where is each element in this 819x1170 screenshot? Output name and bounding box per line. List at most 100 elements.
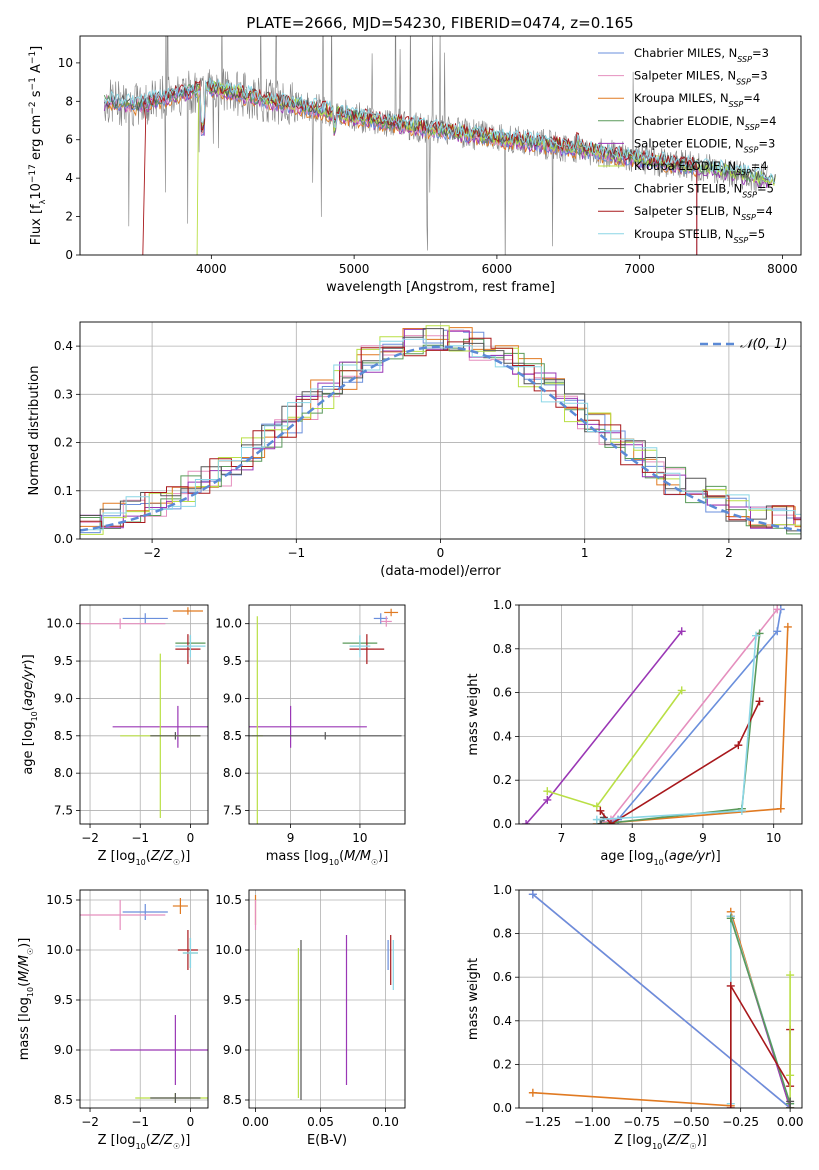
label-part: ☉ bbox=[26, 948, 35, 955]
label-part: SSP bbox=[736, 168, 751, 177]
y-tick-label: 9.5 bbox=[54, 654, 73, 668]
y-tick-label: 8.0 bbox=[223, 766, 242, 780]
observed-spectrum bbox=[104, 36, 769, 255]
x-tick-label: −1 bbox=[131, 1115, 149, 1129]
y-tick-label: 7.5 bbox=[223, 804, 242, 818]
label-part: 10 bbox=[30, 711, 39, 721]
label-part: )] bbox=[21, 654, 36, 664]
residuals-panel: −2 −1 0 1 2 0.0 0.1 0.2 0.3 0.4 𝒩(0, 1) (data-model… bbox=[27, 321, 802, 579]
y-tick-label: 7.5 bbox=[54, 804, 73, 818]
label-part: =3 bbox=[758, 136, 775, 150]
y-tick-label: 10.0 bbox=[46, 617, 73, 631]
weight-marker bbox=[773, 605, 782, 614]
errorbar-salpeter-stelib bbox=[175, 634, 201, 665]
label-part: Kroupa MILES, N bbox=[634, 91, 729, 105]
label-part: 10 bbox=[29, 183, 44, 200]
weight-line bbox=[596, 626, 789, 824]
y-tick-label: 10 bbox=[58, 56, 73, 70]
label-part: wavelength [Angstrom, rest frame] bbox=[326, 280, 555, 295]
y-tick-label: 10.0 bbox=[215, 617, 242, 631]
x-tick-label: −1 bbox=[131, 831, 149, 845]
y-axis-label: mass weight bbox=[466, 673, 481, 755]
label-part: age/yr bbox=[669, 849, 712, 864]
label-part: Chabrier STELIB, N bbox=[634, 182, 742, 196]
y-tick-label: 0.4 bbox=[54, 339, 73, 353]
weight-marker bbox=[592, 815, 601, 824]
weight-marker bbox=[596, 820, 605, 824]
label-part: =4 bbox=[756, 204, 773, 218]
weight-series-chabrier-stelib bbox=[786, 1097, 795, 1108]
age_vs_mass-marks bbox=[249, 608, 402, 824]
label-part: SSP bbox=[729, 100, 744, 109]
residual-histogram-chabrier-stelib bbox=[80, 328, 801, 532]
x-tick-label: −1.25 bbox=[524, 1115, 561, 1129]
label-part: 10 bbox=[654, 858, 664, 867]
label-part: SSP bbox=[742, 190, 757, 199]
y-tick-label: 0.1 bbox=[54, 484, 73, 498]
errorbar-kroupa-stelib bbox=[182, 938, 198, 968]
errorbar-chabrier-stelib bbox=[150, 732, 201, 740]
label-part: Normed distribution bbox=[27, 366, 42, 496]
legend-entry: Salpeter MILES, NSSP=3 bbox=[634, 69, 768, 87]
y-tick-label: 0.6 bbox=[493, 970, 512, 984]
label-part: ( bbox=[146, 849, 151, 864]
label-part: =4 bbox=[751, 159, 768, 173]
errorbar-kroupa-stelib bbox=[349, 634, 371, 658]
label-part: ( bbox=[662, 1133, 667, 1148]
x-tick-label: −0.75 bbox=[623, 1115, 660, 1129]
label-part: mass [log bbox=[266, 849, 329, 864]
x-tick-label: −1 bbox=[287, 546, 305, 560]
errorbar-salpeter-elodie bbox=[110, 1015, 208, 1085]
label-part: ☉ bbox=[371, 858, 378, 867]
weight-line bbox=[547, 689, 683, 808]
weight-marker bbox=[786, 1071, 795, 1080]
label-part: M/M bbox=[344, 849, 371, 864]
spectrum-panel: 4000 5000 6000 7000 8000 0 2 4 6 8 10 Chabrier MILE… bbox=[28, 35, 802, 295]
label-part: M/M bbox=[17, 955, 32, 982]
label-part: =5 bbox=[757, 182, 774, 196]
weight-series-salpeter-miles bbox=[596, 605, 782, 824]
age_vs_Z-panel: −2 −1 07.58.08.59.09.510.0Z [log10(Z/Z☉)]a… bbox=[21, 604, 209, 867]
model-spectrum-salpeter-stelib bbox=[142, 79, 698, 255]
label-part: Kroupa ELODIE, N bbox=[634, 159, 736, 173]
residuals-marks bbox=[80, 325, 801, 535]
weight-series-salpeter-stelib bbox=[726, 981, 795, 1108]
residual-histogram-chabrier-miles bbox=[80, 328, 801, 534]
weight-series-kroupa-elodie bbox=[786, 971, 795, 1108]
x-tick-label: 0.00 bbox=[777, 1115, 804, 1129]
label-part: age [log bbox=[21, 721, 36, 774]
legend-entry: Chabrier ELODIE, NSSP=4 bbox=[634, 114, 776, 132]
weight-series-kroupa-stelib bbox=[592, 631, 761, 824]
weight-marker bbox=[773, 627, 782, 636]
weight-series-kroupa-miles bbox=[528, 907, 795, 1108]
y-tick-label: 10.0 bbox=[215, 943, 242, 957]
label-part: Chabrier MILES, N bbox=[634, 46, 737, 60]
label-part: 10 bbox=[26, 987, 35, 997]
label-part: A bbox=[29, 64, 44, 77]
label-part: ] bbox=[29, 46, 44, 51]
x-tick-label: 7 bbox=[558, 831, 566, 845]
errorbar-salpeter-stelib bbox=[349, 634, 385, 665]
errorbar-salpeter-elodie bbox=[112, 705, 208, 748]
x-axis-label: E(B-V) bbox=[307, 1133, 347, 1148]
residual-histogram-chabrier-elodie bbox=[80, 338, 801, 535]
x-tick-label: −2 bbox=[143, 546, 161, 560]
label-part: ( bbox=[21, 706, 36, 711]
x-tick-label: −0.50 bbox=[673, 1115, 710, 1129]
y-tick-label: 4 bbox=[65, 171, 73, 185]
y-tick-label: 8.0 bbox=[54, 766, 73, 780]
y-tick-label: 6 bbox=[65, 133, 73, 147]
x-axis-label: Z [log10(Z/Z☉)] bbox=[98, 1133, 191, 1151]
y-tick-label: 0.6 bbox=[493, 686, 512, 700]
weight-marker bbox=[543, 795, 552, 804]
label-part: Salpeter MILES, N bbox=[634, 69, 736, 83]
x-tick-label: 0.10 bbox=[372, 1115, 399, 1129]
label-part: =3 bbox=[752, 46, 769, 60]
y-tick-label: 9.5 bbox=[54, 993, 73, 1007]
label-part: 10 bbox=[136, 1142, 146, 1151]
x-tick-label: −2 bbox=[81, 1115, 99, 1129]
label-part: ( bbox=[664, 849, 669, 864]
x-tick-label: 0 bbox=[437, 546, 445, 560]
legend-entry: Salpeter STELIB, NSSP=4 bbox=[634, 204, 773, 222]
